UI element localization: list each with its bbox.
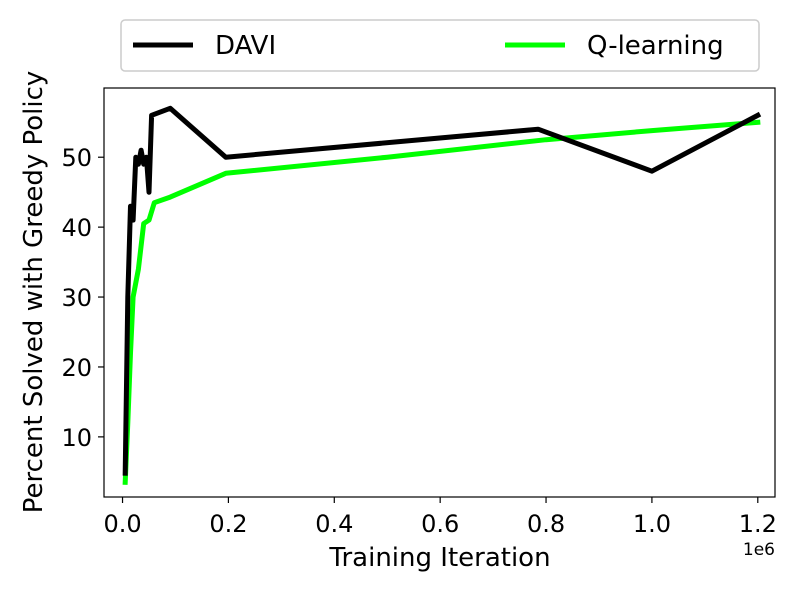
plot-frame xyxy=(103,87,776,498)
x-tick-label: 0.8 xyxy=(527,510,565,538)
y-tick-label: 30 xyxy=(61,284,92,312)
x-tick-label: 0.4 xyxy=(315,510,353,538)
y-axis-ticks: 10 20 30 40 50 xyxy=(61,144,104,452)
legend-label-q-learning: Q-learning xyxy=(587,31,724,61)
x-tick-label: 0.2 xyxy=(209,510,247,538)
y-tick-label: 50 xyxy=(61,144,92,172)
y-tick-label: 10 xyxy=(61,424,92,452)
series-layer xyxy=(122,105,762,485)
y-axis-label: Percent Solved with Greedy Policy xyxy=(19,71,49,514)
legend: DAVI Q-learning xyxy=(120,19,760,72)
x-axis-ticks: 0.0 0.2 0.4 0.6 0.8 1.0 1.2 xyxy=(103,497,777,538)
legend-frame xyxy=(120,19,760,72)
y-tick-label: 40 xyxy=(61,214,92,242)
series-line-davi xyxy=(122,105,762,476)
x-tick-label: 1.0 xyxy=(633,510,671,538)
series-line-q-learning xyxy=(122,119,761,485)
x-tick-label: 0.0 xyxy=(103,510,141,538)
x-axis-offset-label: 1e6 xyxy=(743,540,775,560)
y-tick-label: 20 xyxy=(61,354,92,382)
plot-area xyxy=(104,88,775,497)
x-axis-label: Training Iteration xyxy=(328,543,550,573)
legend-label-davi: DAVI xyxy=(215,31,276,61)
x-tick-label: 0.6 xyxy=(421,510,459,538)
x-tick-label: 1.2 xyxy=(739,510,777,538)
